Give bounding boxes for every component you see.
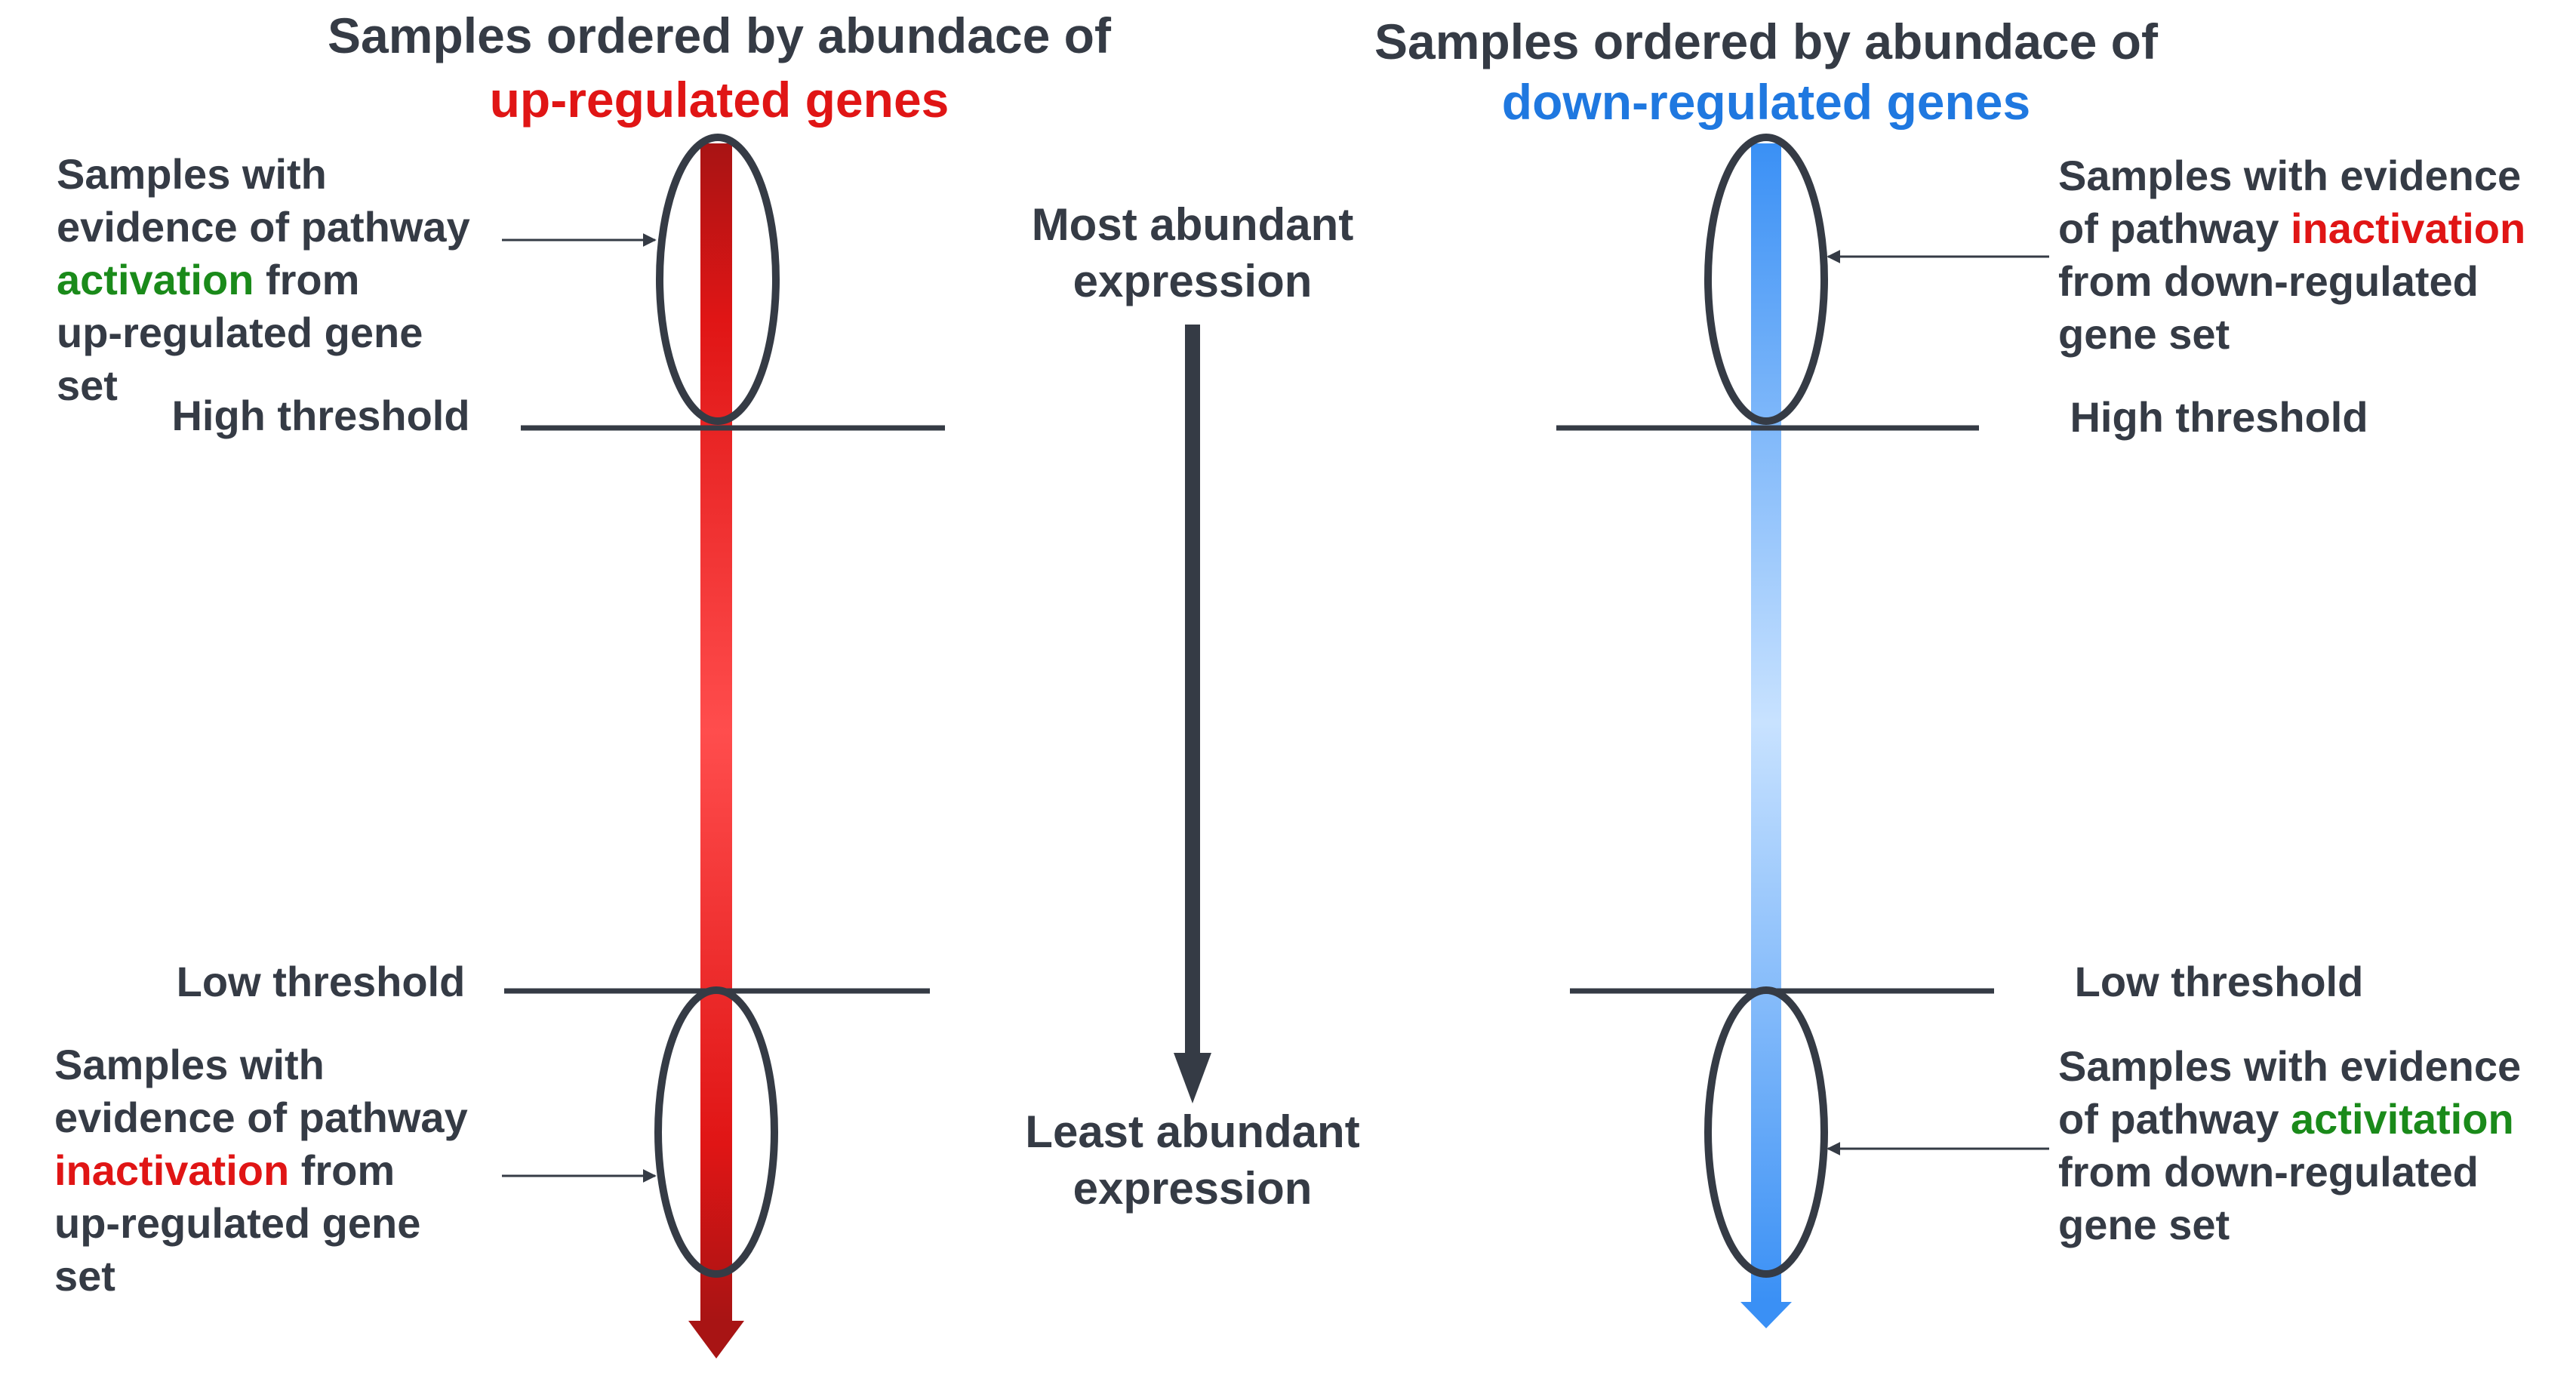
note-line-start: of pathway: [2058, 1095, 2291, 1143]
up-regulated-abundance-bar: [688, 143, 744, 1359]
note-line: Samples with evidence: [2058, 152, 2521, 199]
activation-term: activitation: [2291, 1095, 2514, 1143]
note-line: set: [54, 1252, 115, 1300]
left-high-threshold-label: High threshold: [171, 392, 469, 439]
most-abundant-label-line1: Most abundant: [1032, 199, 1354, 250]
note-line: up-regulated gene: [54, 1199, 420, 1247]
right-title-line2: down-regulated genes: [1502, 74, 2030, 130]
left-title-line1: Samples ordered by abundace of: [328, 8, 1112, 63]
right-bottom-sample-ellipse: [1704, 986, 1828, 1278]
activation-term: activation: [57, 256, 254, 303]
note-line-rest: from: [254, 256, 359, 303]
right-low-threshold-label: Low threshold: [2075, 958, 2364, 1005]
note-line: evidence of pathway: [54, 1094, 468, 1141]
note-line: evidence of pathway: [57, 203, 470, 251]
note-line-rest: from: [289, 1146, 395, 1194]
note-line: gene set: [2058, 310, 2230, 358]
note-line: from down-regulated: [2058, 257, 2479, 305]
left-low-threshold-label: Low threshold: [177, 958, 466, 1005]
note-line: Samples with: [57, 150, 327, 198]
right-title-line1: Samples ordered by abundace of: [1374, 14, 2159, 69]
note-line: of pathway activitation: [2058, 1095, 2514, 1143]
note-line: up-regulated gene: [57, 309, 423, 356]
inactivation-term: inactivation: [2291, 205, 2525, 252]
note-line: of pathway inactivation: [2058, 205, 2525, 252]
note-line: from down-regulated: [2058, 1148, 2479, 1195]
note-line: inactivation from: [54, 1146, 395, 1194]
left-bottom-note: Samples with evidence of pathway inactiv…: [54, 1041, 468, 1300]
right-bottom-note: Samples with evidence of pathway activit…: [2058, 1042, 2521, 1248]
least-abundant-label-line1: Least abundant: [1025, 1106, 1359, 1157]
left-top-note: Samples with evidence of pathway activat…: [57, 150, 470, 409]
note-line: gene set: [2058, 1201, 2230, 1248]
abundance-direction-arrow: [1174, 325, 1211, 1103]
note-line-start: of pathway: [2058, 205, 2291, 252]
note-line: Samples with: [54, 1041, 325, 1088]
right-top-sample-ellipse: [1704, 134, 1828, 425]
left-top-sample-ellipse: [656, 134, 780, 425]
left-bottom-sample-ellipse: [654, 986, 778, 1278]
note-line: Samples with evidence: [2058, 1042, 2521, 1090]
right-top-note: Samples with evidence of pathway inactiv…: [2058, 152, 2525, 358]
least-abundant-label-line2: expression: [1073, 1163, 1313, 1214]
inactivation-term: inactivation: [54, 1146, 289, 1194]
down-regulated-abundance-bar: [1740, 143, 1792, 1328]
left-title-line2: up-regulated genes: [490, 72, 949, 128]
note-line: set: [57, 362, 118, 409]
right-high-threshold-label: High threshold: [2070, 393, 2368, 441]
most-abundant-label-line2: expression: [1073, 256, 1313, 306]
note-line: activation from: [57, 256, 359, 303]
